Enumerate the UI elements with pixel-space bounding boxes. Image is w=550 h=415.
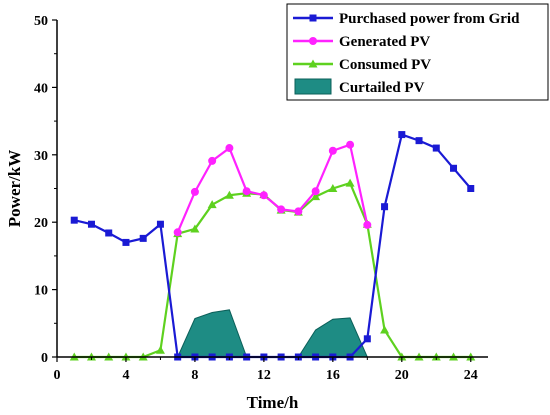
y-tick-label: 50 [34, 14, 48, 29]
generated-pv-point [225, 144, 234, 153]
purchased-power-from-grid-point [381, 203, 389, 211]
legend-marker-generated-pv [309, 37, 317, 45]
purchased-power-from-grid-point [139, 234, 147, 242]
purchased-power-from-grid-line [73, 133, 472, 359]
purchased-power-from-grid-point [415, 137, 423, 145]
purchased-power-from-grid-point [122, 238, 130, 246]
legend-label-curtailed-pv: Curtailed PV [339, 80, 425, 96]
curtailed-pv-areas [176, 309, 369, 358]
consumed-pv-point [190, 224, 200, 233]
purchased-power-from-grid-point [156, 220, 164, 228]
generated-pv-point [259, 191, 268, 200]
series-markers [69, 131, 476, 361]
purchased-power-from-grid-point [105, 229, 113, 237]
generated-pv-point [294, 207, 303, 216]
y-tick-label: 0 [41, 351, 48, 366]
generated-pv-point [346, 140, 355, 149]
legend-label-purchased-power-from-grid: Purchased power from Grid [339, 11, 520, 27]
consumed-pv-point [155, 345, 165, 354]
purchased-power-from-grid-point [432, 144, 440, 152]
purchased-power-from-grid-point [450, 164, 458, 172]
generated-pv-point [242, 187, 251, 196]
generated-pv-point [311, 187, 320, 196]
y-axis-label: Power/kW [5, 150, 24, 227]
purchased-power-from-grid-point [398, 131, 406, 139]
legend-label-generated-pv: Generated PV [339, 34, 430, 50]
legend: Purchased power from Grid Generated PV Con… [286, 3, 549, 101]
generated-pv-point [190, 187, 199, 196]
consumed-pv-point [311, 192, 321, 201]
x-tick-label: 24 [464, 368, 478, 383]
y-tick-label: 10 [34, 284, 48, 299]
generated-pv-point [328, 146, 337, 155]
legend-marker-consumed-pv [308, 59, 318, 68]
x-tick-label: 4 [122, 368, 129, 383]
x-tick-label: 8 [191, 368, 198, 383]
consumed-pv-point [345, 178, 355, 187]
purchased-power-from-grid-point [363, 335, 371, 343]
tick-labels: 0 4 8 12 16 20 24 0 10 20 30 40 50 [34, 14, 478, 383]
y-tick-label: 20 [34, 216, 48, 231]
generated-pv-point [173, 228, 182, 237]
x-tick-label: 20 [395, 368, 409, 383]
axes [52, 19, 488, 362]
series-lines [73, 133, 472, 359]
purchased-power-from-grid-point [467, 185, 475, 192]
y-tick-label: 40 [34, 81, 48, 96]
consumed-pv-point [328, 184, 338, 192]
y-tick-label: 30 [34, 149, 48, 164]
consumed-pv-point [207, 200, 217, 209]
generated-pv-point [363, 220, 372, 229]
x-tick-label: 16 [326, 368, 340, 383]
purchased-power-from-grid-point [87, 220, 95, 228]
generated-pv-point [277, 205, 286, 214]
consumed-pv-point [224, 190, 234, 199]
legend-label-consumed-pv: Consumed PV [339, 57, 431, 73]
purchased-power-from-grid-point [70, 216, 78, 224]
x-tick-label: 12 [257, 368, 271, 383]
legend-marker-purchased-power-from-grid [309, 14, 317, 22]
generated-pv-point [208, 156, 217, 165]
legend-swatch-curtailed-pv [294, 78, 332, 95]
x-tick-label: 0 [54, 368, 61, 383]
x-axis-label: Time/h [247, 393, 299, 412]
consumed-pv-point [380, 325, 390, 334]
consumed-pv-line [74, 182, 471, 359]
curtailed-pv-area-1 [176, 309, 248, 358]
generated-pv-line [176, 143, 369, 233]
